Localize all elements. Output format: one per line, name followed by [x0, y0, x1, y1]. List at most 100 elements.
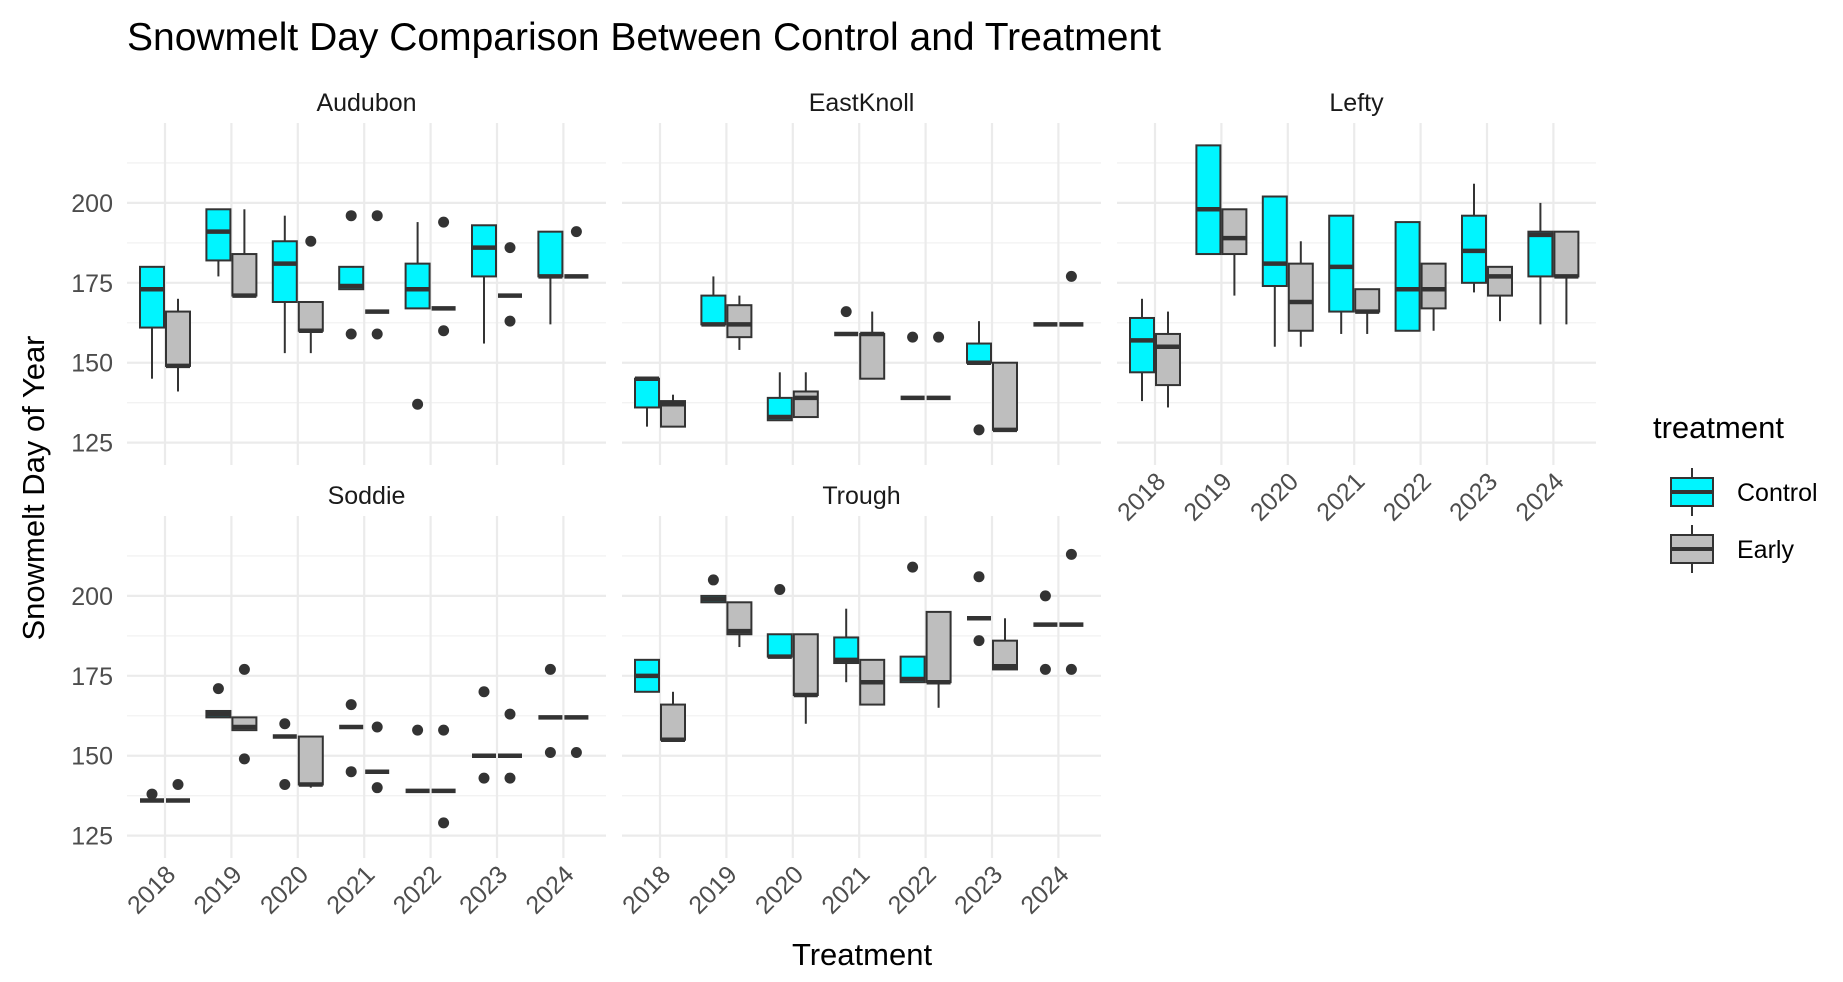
- box-body: [471, 224, 497, 278]
- box-body: [859, 332, 886, 380]
- y-tick-label: 175: [71, 663, 113, 691]
- facet-audubon: Audubon 125 150 175 200: [71, 89, 606, 465]
- x-tick-label: 2023: [1444, 467, 1503, 526]
- box-control-2022: [1394, 221, 1421, 332]
- box-control-2020: [766, 372, 793, 422]
- facet-label: Soddie: [328, 482, 406, 510]
- box-body: [766, 396, 793, 422]
- facet-lefty: Lefty 2018 2019 2020 2021 2022 2023 2024: [1112, 89, 1596, 527]
- box-body: [231, 253, 258, 297]
- legend-label: Control: [1737, 479, 1818, 507]
- outlier-point: [371, 210, 383, 222]
- outlier-point: [973, 571, 985, 583]
- facet-label: Trough: [822, 482, 900, 510]
- outlier-point: [478, 772, 490, 784]
- box-control-2024: [538, 663, 563, 759]
- box-early-2020: [1287, 241, 1314, 347]
- box-body: [1420, 262, 1447, 310]
- box-control-2020: [766, 584, 793, 659]
- y-tick-label: 125: [71, 430, 113, 458]
- box-early-2023: [1487, 265, 1513, 322]
- box-control-2020: [271, 215, 298, 354]
- outlier-point: [478, 686, 490, 698]
- box-body: [271, 240, 298, 303]
- x-tick-label: 2021: [816, 860, 875, 919]
- x-tick-label: 2023: [949, 860, 1008, 919]
- box-early-2019: [726, 601, 753, 648]
- outlier-point: [973, 424, 985, 436]
- x-tick-label: 2018: [122, 860, 181, 919]
- box-control-2018: [140, 788, 164, 803]
- box-early-2022: [431, 216, 456, 337]
- outlier-point: [412, 398, 424, 410]
- box-body: [205, 208, 232, 262]
- x-tick-label: 2020: [1245, 467, 1304, 526]
- outlier-point: [1039, 663, 1051, 675]
- box-control-2024: [537, 230, 564, 325]
- box-early-2020: [297, 235, 324, 354]
- box-control-2023: [967, 571, 991, 647]
- outlier-point: [345, 766, 357, 778]
- outlier-point: [1065, 663, 1077, 675]
- legend-item-early: Early: [1670, 525, 1794, 573]
- box-control-2018: [1129, 298, 1155, 402]
- box-control-2019: [700, 276, 727, 327]
- outlier-point: [774, 584, 786, 596]
- box-control-2022: [405, 724, 430, 794]
- box-control-2022: [900, 331, 925, 401]
- box-body: [700, 294, 727, 326]
- outlier-point: [146, 788, 158, 800]
- x-tick-label: 2022: [883, 860, 942, 919]
- outlier-point: [238, 753, 250, 765]
- y-tick-label: 125: [71, 823, 113, 851]
- facet-label: Audubon: [316, 89, 416, 117]
- box-early-2018: [660, 691, 686, 742]
- x-tick-label: 2024: [1016, 860, 1075, 919]
- box-body: [338, 265, 365, 291]
- box-body: [1394, 221, 1421, 332]
- box-early-2021: [859, 311, 886, 380]
- box-body: [1129, 316, 1155, 374]
- box-control-2020: [1261, 195, 1288, 347]
- x-tick-label: 2020: [750, 860, 809, 919]
- box-control-2023: [471, 224, 497, 344]
- outlier-point: [570, 747, 582, 759]
- outlier-point: [504, 315, 516, 327]
- outlier-point: [305, 235, 317, 247]
- box-early-2019: [231, 663, 258, 765]
- box-body: [766, 633, 793, 658]
- box-early-2021: [365, 210, 390, 340]
- box-body: [925, 610, 952, 684]
- box-early-2020: [297, 735, 324, 788]
- box-control-2021: [833, 608, 860, 683]
- box-body: [297, 300, 324, 332]
- box-control-2019: [205, 208, 232, 277]
- outlier-point: [371, 782, 383, 794]
- outlier-point: [504, 772, 516, 784]
- legend-title: treatment: [1653, 410, 1784, 445]
- y-tick-label: 200: [71, 583, 113, 611]
- facet-eastknoll: EastKnoll: [622, 89, 1101, 465]
- x-tick-label: 2019: [1179, 467, 1238, 526]
- x-tick-label: 2018: [617, 860, 676, 919]
- outlier-point: [279, 718, 291, 730]
- box-early-2021: [365, 721, 390, 794]
- box-early-2022: [1420, 262, 1447, 331]
- box-early-2024: [1059, 548, 1084, 675]
- box-control-2019: [1195, 144, 1222, 256]
- outlier-point: [570, 226, 582, 238]
- box-body: [537, 230, 564, 278]
- outlier-point: [544, 747, 556, 759]
- y-axis-label: Snowmelt Day of Year: [16, 335, 51, 640]
- y-tick-label: 200: [71, 190, 113, 218]
- box-early-2022: [431, 724, 456, 829]
- x-tick-label: 2024: [521, 860, 580, 919]
- facet-trough: Trough 2018 2019 2020 2021 2022 2023 2024: [617, 482, 1101, 920]
- box-early-2022: [926, 331, 951, 401]
- box-early-2018: [166, 778, 190, 803]
- outlier-point: [345, 328, 357, 340]
- outlier-point: [907, 561, 919, 573]
- box-body: [726, 304, 753, 339]
- box-body: [1195, 144, 1222, 256]
